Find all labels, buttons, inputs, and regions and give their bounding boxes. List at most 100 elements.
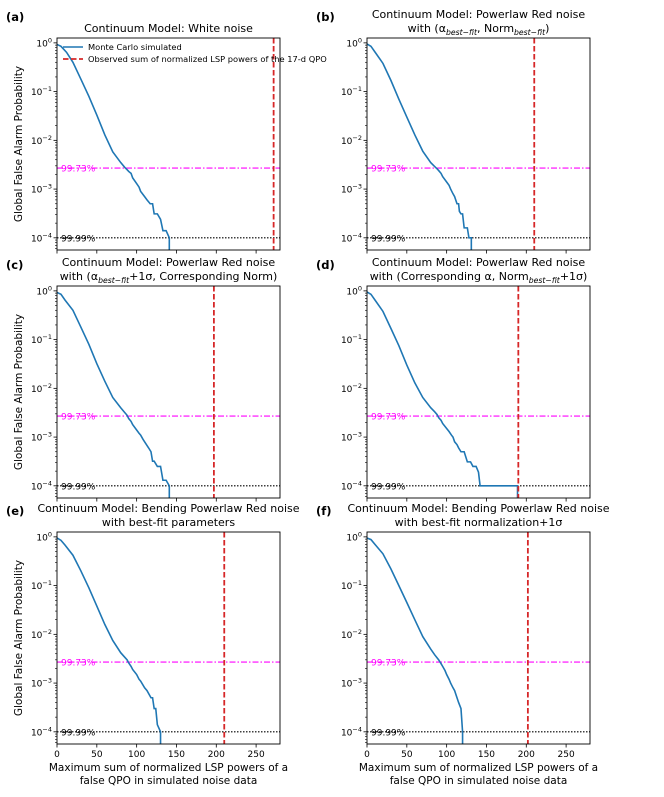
x-tick-label: 100 <box>438 750 455 760</box>
y-tick-label: 100 <box>346 284 362 297</box>
y-tick-label: 10−4 <box>341 725 362 738</box>
y-axis-label: Global False Alarm Probability <box>13 314 25 470</box>
legend-mc-label: Monte Carlo simulated <box>88 42 182 52</box>
y-tick-label: 10−2 <box>341 134 362 147</box>
sigma4-label: 99.99% <box>61 482 96 492</box>
y-tick-label: 10−3 <box>341 183 362 196</box>
sigma3-label: 99.73% <box>61 165 96 175</box>
y-tick-label: 10−1 <box>341 333 362 346</box>
y-tick-label: 100 <box>36 36 52 49</box>
panel-title-line: Continuum Model: Powerlaw Red noise <box>372 8 586 21</box>
panel-title-line: Continuum Model: White noise <box>84 22 253 35</box>
y-tick-label: 100 <box>346 36 362 49</box>
y-tick-label: 10−2 <box>341 628 362 641</box>
panel-letter: (c) <box>6 258 23 272</box>
y-tick-label: 10−1 <box>341 85 362 98</box>
panel-b: (b) Continuum Model: Powerlaw Red noisewi… <box>316 8 591 254</box>
y-tick-label: 10−2 <box>341 382 362 395</box>
x-tick-label: 250 <box>558 750 575 760</box>
sigma3-label: 99.73% <box>61 413 96 423</box>
monte-carlo-curve <box>367 291 519 498</box>
panel-title-line: with (Corresponding α, Normbest−fit+1σ) <box>370 270 588 285</box>
panel-title-line: with (αbest−fit, Normbest−fit) <box>408 22 550 37</box>
monte-carlo-curve <box>367 537 464 744</box>
panel-title-line: with best-fit parameters <box>102 516 235 529</box>
x-tick-label: 50 <box>91 750 103 760</box>
panel-letter: (a) <box>6 10 24 24</box>
y-tick-label: 10−4 <box>31 231 52 244</box>
monte-carlo-curve <box>367 43 473 250</box>
panel-letter: (f) <box>316 504 332 518</box>
x-axis-label-line2: false QPO in simulated noise data <box>390 775 568 787</box>
sigma3-label: 99.73% <box>371 413 406 423</box>
y-tick-label: 10−3 <box>31 431 52 444</box>
x-axis-label-line2: false QPO in simulated noise data <box>80 775 258 787</box>
y-tick-label: 10−4 <box>341 479 362 492</box>
x-tick-label: 200 <box>208 750 225 760</box>
panel-title-line: Continuum Model: Powerlaw Red noise <box>62 256 276 269</box>
y-tick-label: 10−1 <box>31 333 52 346</box>
y-tick-label: 10−1 <box>31 579 52 592</box>
y-tick-label: 10−4 <box>31 725 52 738</box>
y-tick-label: 10−3 <box>341 677 362 690</box>
sigma3-label: 99.73% <box>61 659 96 669</box>
y-tick-label: 10−2 <box>31 134 52 147</box>
y-tick-label: 100 <box>36 284 52 297</box>
x-tick-label: 50 <box>401 750 413 760</box>
panel-title-line: with (αbest−fit+1σ, Corresponding Norm) <box>60 270 278 285</box>
x-axis-label-line1: Maximum sum of normalized LSP powers of … <box>359 762 598 774</box>
sigma4-label: 99.99% <box>371 728 406 738</box>
plot-frame <box>366 531 591 745</box>
y-tick-label: 10−2 <box>31 628 52 641</box>
panel-title-line: Continuum Model: Bending Powerlaw Red no… <box>347 502 609 515</box>
monte-carlo-curve <box>57 43 171 250</box>
y-tick-label: 10−2 <box>31 382 52 395</box>
x-tick-label: 150 <box>168 750 185 760</box>
sigma3-label: 99.73% <box>371 165 406 175</box>
plot-frame <box>56 285 281 499</box>
y-axis-label: Global False Alarm Probability <box>13 66 25 222</box>
panel-letter: (e) <box>6 504 24 518</box>
sigma4-label: 99.99% <box>61 728 96 738</box>
y-axis-label: Global False Alarm Probability <box>13 560 25 716</box>
y-tick-label: 100 <box>36 530 52 543</box>
y-tick-label: 10−3 <box>341 431 362 444</box>
panel-title-line: with best-fit normalization+1σ <box>395 516 563 529</box>
panel-e: (e) Continuum Model: Bending Powerlaw Red… <box>6 502 300 787</box>
x-tick-label: 200 <box>518 750 535 760</box>
panel-title-line: Continuum Model: Bending Powerlaw Red no… <box>37 502 299 515</box>
panel-f: (f) Continuum Model: Bending Powerlaw Red… <box>316 502 610 787</box>
sigma3-label: 99.73% <box>371 659 406 669</box>
sigma4-label: 99.99% <box>371 482 406 492</box>
legend: Monte Carlo simulated Observed sum of nor… <box>63 42 327 64</box>
monte-carlo-curve <box>57 291 171 498</box>
panel-letter: (b) <box>316 10 335 24</box>
plot-frame <box>56 37 281 251</box>
x-tick-label: 150 <box>478 750 495 760</box>
y-tick-label: 10−3 <box>31 677 52 690</box>
monte-carlo-curve <box>57 537 162 744</box>
x-tick-label: 0 <box>54 750 60 760</box>
y-tick-label: 100 <box>346 530 362 543</box>
legend-obs-label: Observed sum of normalized LSP powers of… <box>88 54 327 64</box>
y-tick-label: 10−1 <box>341 579 362 592</box>
panel-a: (a) Continuum Model: White noise 99.73% 99.… <box>6 10 327 254</box>
x-axis-label-line1: Maximum sum of normalized LSP powers of … <box>49 762 288 774</box>
panel-title-line: Continuum Model: Powerlaw Red noise <box>372 256 586 269</box>
y-tick-label: 10−4 <box>31 479 52 492</box>
panel-letter: (d) <box>316 258 335 272</box>
plot-frame <box>366 285 591 499</box>
sigma4-label: 99.99% <box>61 234 96 244</box>
plot-frame <box>56 531 281 745</box>
y-tick-label: 10−3 <box>31 183 52 196</box>
x-tick-label: 100 <box>128 750 145 760</box>
panel-d: (d) Continuum Model: Powerlaw Red noisewi… <box>316 256 591 502</box>
plot-frame <box>366 37 591 251</box>
x-tick-label: 250 <box>248 750 265 760</box>
sigma4-label: 99.99% <box>371 234 406 244</box>
y-tick-label: 10−1 <box>31 85 52 98</box>
panel-c: (c) Continuum Model: Powerlaw Red noisewi… <box>6 256 281 502</box>
y-tick-label: 10−4 <box>341 231 362 244</box>
x-tick-label: 0 <box>364 750 370 760</box>
